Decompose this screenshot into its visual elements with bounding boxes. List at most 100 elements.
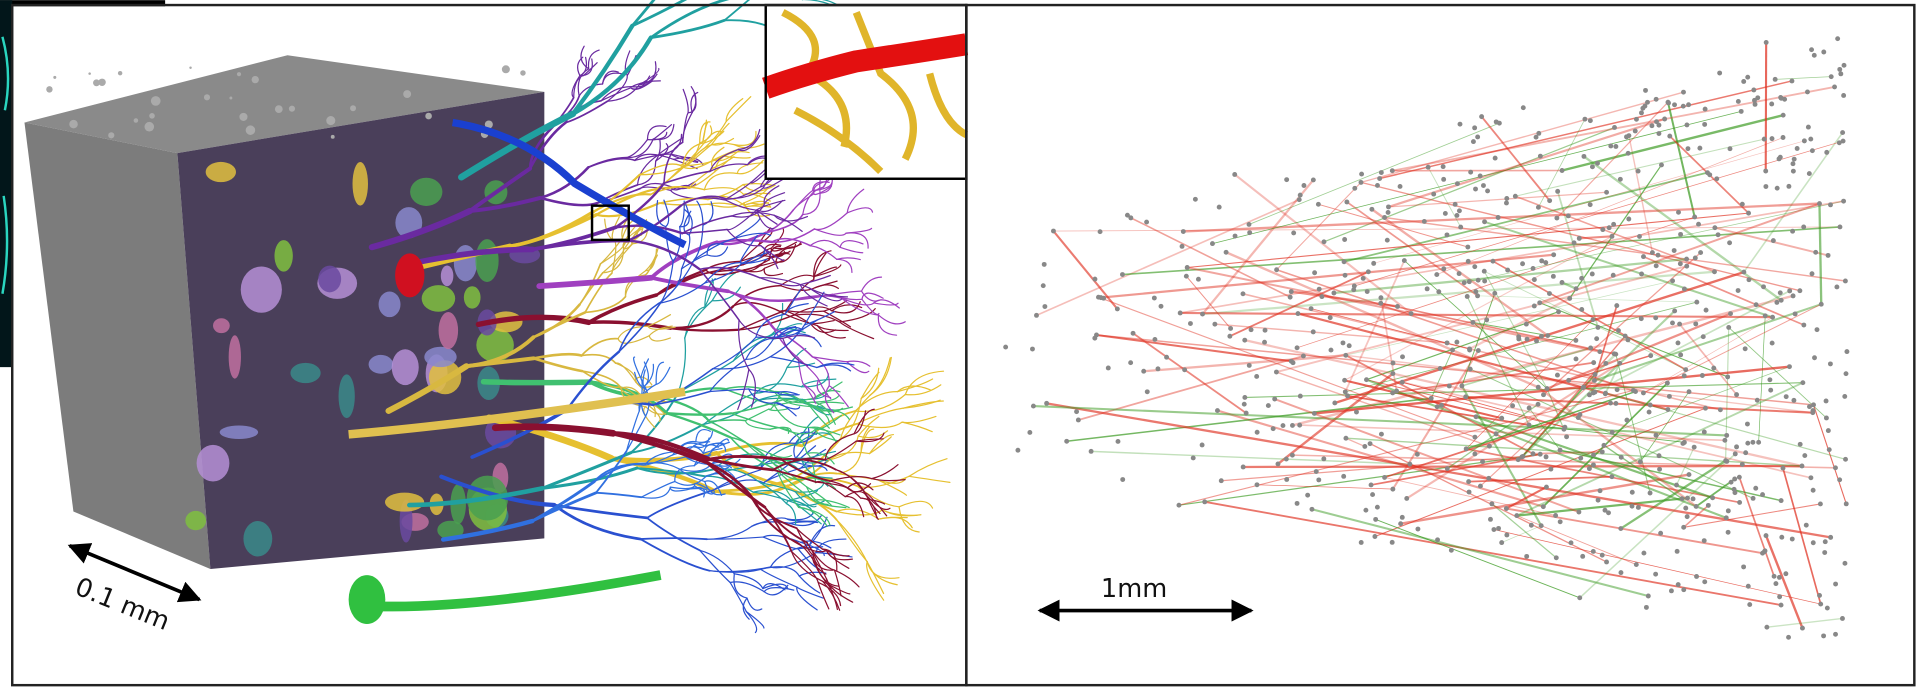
node [1823, 539, 1828, 544]
node [1200, 443, 1205, 448]
node [1751, 496, 1756, 501]
node [1276, 461, 1281, 466]
node [1809, 47, 1814, 52]
node [1343, 389, 1348, 394]
node [1588, 346, 1593, 351]
node [1465, 294, 1470, 299]
node [1761, 284, 1766, 289]
node [1185, 265, 1190, 270]
node [1691, 496, 1696, 501]
node [1312, 270, 1317, 275]
node [1429, 396, 1434, 401]
node [1342, 237, 1347, 242]
node [1842, 394, 1847, 399]
node [1597, 349, 1602, 354]
node [1152, 296, 1157, 301]
node [1536, 402, 1541, 407]
node [1120, 272, 1125, 277]
node [1617, 361, 1622, 366]
dendrite [640, 538, 707, 539]
cell-blob [410, 178, 442, 206]
node [1755, 398, 1760, 403]
node [1740, 462, 1745, 467]
node [1732, 487, 1737, 492]
node [1630, 490, 1635, 495]
node [1641, 390, 1646, 395]
node [1051, 229, 1056, 234]
node [1298, 394, 1303, 399]
node [1653, 315, 1658, 320]
node [1653, 572, 1658, 577]
node [1089, 449, 1094, 454]
node [1041, 283, 1046, 288]
node [1741, 270, 1746, 275]
node [1558, 448, 1563, 453]
node [1534, 339, 1539, 344]
node [1455, 181, 1460, 186]
node [1726, 325, 1731, 330]
node [1547, 198, 1552, 203]
node [1496, 215, 1501, 220]
node [1391, 361, 1396, 366]
node [1580, 385, 1585, 390]
texture-spot [237, 72, 241, 76]
node [1284, 177, 1289, 182]
node [1400, 354, 1405, 359]
node [1591, 452, 1596, 457]
node [1462, 280, 1467, 285]
node [1262, 340, 1267, 345]
node [1807, 171, 1812, 176]
node [1618, 526, 1623, 531]
node [1591, 549, 1596, 554]
node [1611, 273, 1616, 278]
node [1787, 288, 1792, 293]
node [1590, 272, 1595, 277]
cell-blob [241, 266, 282, 312]
texture-spot [88, 72, 91, 75]
node [1369, 483, 1374, 488]
node [1844, 371, 1849, 376]
node [1698, 250, 1703, 255]
node [1352, 186, 1357, 191]
node [1683, 367, 1688, 372]
node [1555, 189, 1560, 194]
node [1289, 359, 1294, 364]
node [1639, 272, 1644, 277]
node [1034, 313, 1039, 318]
node [1694, 300, 1699, 305]
node [1544, 454, 1549, 459]
node [1532, 277, 1537, 282]
node [1445, 466, 1450, 471]
node [1644, 605, 1649, 610]
node [1548, 467, 1553, 472]
node [1821, 50, 1826, 55]
node [1422, 219, 1427, 224]
node [1328, 315, 1333, 320]
node [1607, 225, 1612, 230]
cell-blob [424, 347, 456, 367]
texture-spot [239, 113, 247, 121]
node [1465, 245, 1470, 250]
node [1316, 477, 1321, 482]
node [1678, 232, 1683, 237]
node [1228, 326, 1233, 331]
node [1409, 311, 1414, 316]
node [1274, 267, 1279, 272]
node [1364, 377, 1369, 382]
node [1800, 380, 1805, 385]
node [1591, 462, 1596, 467]
node [1144, 220, 1149, 225]
node [1702, 122, 1707, 127]
node [1553, 513, 1558, 518]
node [1516, 457, 1521, 462]
node [1667, 394, 1672, 399]
node [1626, 217, 1631, 222]
node [1678, 261, 1683, 266]
node [1031, 404, 1036, 409]
node [1675, 549, 1680, 554]
cell-blob [318, 266, 341, 293]
node [1808, 475, 1813, 480]
cell-blob [369, 355, 394, 374]
node [1833, 582, 1838, 587]
node [1822, 550, 1827, 555]
